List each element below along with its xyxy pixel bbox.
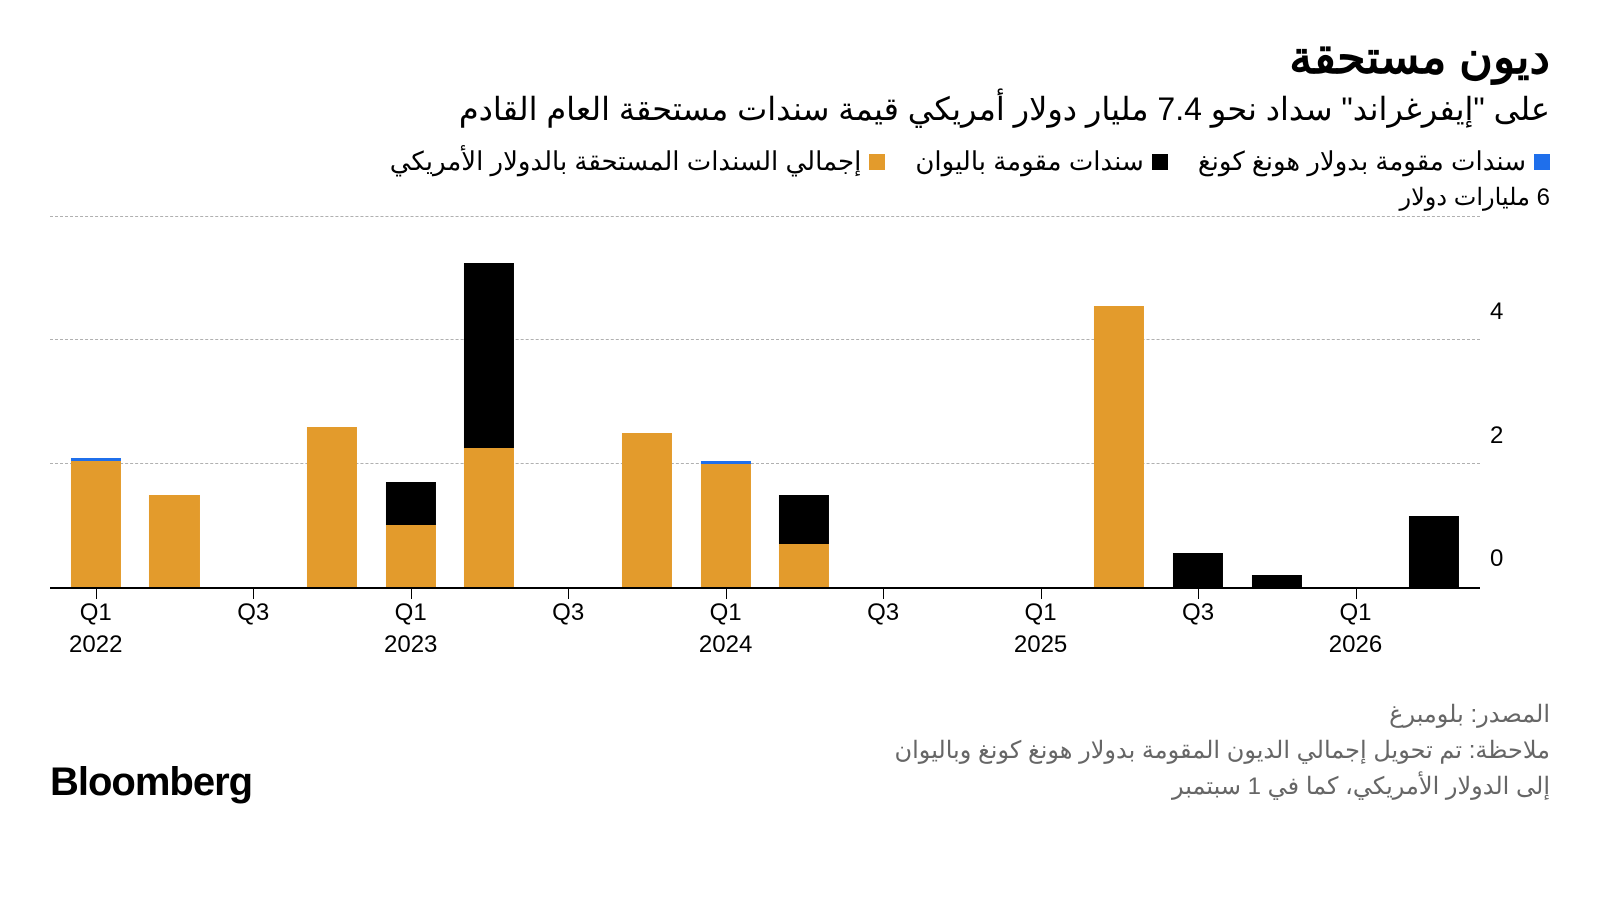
bar-segment-usd [1094,306,1144,587]
x-tick-mark [1041,589,1042,599]
bar [307,427,357,587]
legend-label: سندات مقومة باليوان [915,146,1143,177]
x-tick-mark [1356,589,1357,599]
legend-swatch [1152,154,1168,170]
x-tick-mark [96,589,97,599]
legend: سندات مقومة بدولار هونغ كونغ سندات مقومة … [50,146,1550,177]
y-tick-label: 0 [1490,545,1540,573]
bar-segment-usd [701,464,751,587]
x-year-label: 2024 [699,631,752,659]
bar-segment-usd [464,448,514,587]
x-tick-label: Q1 [395,599,427,627]
x-year-label: 2023 [384,631,437,659]
legend-label: سندات مقومة بدولار هونغ كونغ [1198,146,1526,177]
source-text: المصدر: بلومبرغ [895,697,1551,733]
bar [779,495,829,588]
bar-segment-yuan [386,482,436,525]
bar [71,458,121,588]
legend-item: سندات مقومة بدولار هونغ كونغ [1198,146,1550,177]
bar-segment-usd [71,461,121,587]
bar [701,461,751,587]
bar-segment-yuan [1173,553,1223,587]
x-tick-label: Q3 [552,599,584,627]
bar-segment-usd [149,495,199,588]
bar [386,482,436,587]
legend-swatch [869,154,885,170]
grid-line [50,216,1480,217]
bar [464,263,514,587]
plot-area: 024 [50,217,1480,589]
legend-swatch [1534,154,1550,170]
bar-segment-usd [779,544,829,587]
brand-logo: Bloomberg [50,760,252,805]
bar [1173,553,1223,587]
x-tick-label: Q3 [1182,599,1214,627]
bar-segment-usd [307,427,357,587]
bar [1094,306,1144,587]
x-tick-mark [883,589,884,599]
x-tick-label: Q3 [237,599,269,627]
x-tick-label: Q1 [1339,599,1371,627]
legend-item: إجمالي السندات المستحقة بالدولار الأمريك… [390,146,886,177]
bar [1252,575,1302,587]
x-tick-mark [411,589,412,599]
x-tick-mark [726,589,727,599]
legend-label: إجمالي السندات المستحقة بالدولار الأمريك… [390,146,862,177]
x-year-label: 2025 [1014,631,1067,659]
bar-segment-yuan [779,495,829,544]
legend-item: سندات مقومة باليوان [915,146,1167,177]
y-axis-top-label: 6 مليارات دولار [1400,183,1550,212]
bar [1409,516,1459,587]
x-tick-mark [568,589,569,599]
grid-line [50,339,1480,340]
footer-notes: المصدر: بلومبرغ ملاحظة: تم تحويل إجمالي … [895,697,1551,805]
x-tick-mark [253,589,254,599]
x-tick-label: Q3 [867,599,899,627]
x-tick-label: Q1 [710,599,742,627]
bar [622,433,672,587]
bar-segment-yuan [1252,575,1302,587]
x-axis: Q1 2022 Q3 Q1 2023 Q3 Q1 2024 Q3 Q1 2025 Q3 Q1 2026 [50,589,1480,669]
x-tick-label: Q1 [1025,599,1057,627]
bar-segment-yuan [464,263,514,448]
bar-segment-usd [386,525,436,587]
bar-segment-usd [622,433,672,587]
chart-area: 6 مليارات دولار 024 Q12022Q3Q12023Q3Q120… [50,189,1550,669]
chart-subtitle: على "إيفرغراند" سداد نحو 7.4 مليار دولار… [50,90,1550,128]
bar-segment-yuan [1409,516,1459,587]
bar [149,495,199,588]
note-text: ملاحظة: تم تحويل إجمالي الديون المقومة ب… [895,733,1551,805]
y-tick-label: 2 [1490,422,1540,450]
x-year-label: 2022 [69,631,122,659]
x-year-label: 2026 [1329,631,1382,659]
chart-title: ديون مستحقة [50,30,1550,84]
x-tick-label: Q1 [80,599,112,627]
y-tick-label: 4 [1490,298,1540,326]
x-tick-mark [1198,589,1199,599]
grid-line [50,463,1480,464]
